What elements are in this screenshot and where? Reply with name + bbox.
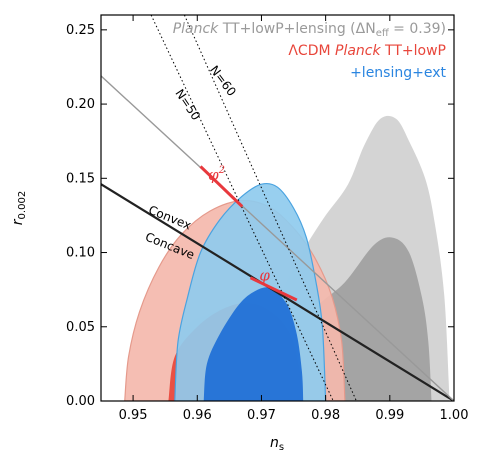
grey-line	[101, 75, 454, 401]
N50-line	[150, 15, 334, 401]
phi-segment	[249, 276, 298, 302]
y-axis-ticks: 0.00 0.05 0.10 0.15 0.20 0.25	[66, 23, 454, 409]
x-tick-label: 0.97	[247, 408, 276, 423]
legend: Planck TT+lowP+lensing (ΔNeff = 0.39) ΛCD…	[173, 21, 447, 81]
legend-entry: +lensing+ext	[350, 65, 446, 81]
y-tick-label: 0.00	[66, 394, 95, 409]
contour-blue_inner	[203, 287, 304, 401]
y-axis-label: r0.002	[10, 191, 28, 225]
line-layer	[101, 15, 454, 401]
y-tick-label: 0.15	[66, 171, 95, 186]
y-tick-label: 0.25	[66, 23, 95, 38]
contour-layer	[124, 115, 450, 401]
N60-line	[183, 15, 357, 401]
phi-squared-label: φ2	[208, 165, 225, 184]
x-tick-label: 0.96	[183, 408, 212, 423]
x-axis-ticks: 0.95 0.96 0.97 0.98 0.99 1.00	[119, 15, 469, 423]
x-axis-label: ns	[270, 435, 284, 453]
x-tick-label: 0.98	[311, 408, 340, 423]
phi-label: φ	[259, 267, 270, 285]
plot-frame	[100, 14, 455, 402]
y-tick-label: 0.20	[66, 97, 95, 112]
y-tick-label: 0.10	[66, 246, 95, 261]
phi2-segment	[199, 165, 244, 208]
legend-entry: Planck TT+lowP+lensing (ΔNeff = 0.39)	[173, 21, 446, 39]
x-tick-label: 1.00	[440, 408, 469, 423]
x-tick-label: 0.95	[119, 408, 148, 423]
y-tick-label: 0.05	[66, 320, 95, 335]
legend-entry: ΛCDM Planck TT+lowP	[288, 43, 446, 59]
convex-concave-boundary	[101, 183, 454, 401]
x-tick-label: 0.99	[375, 408, 404, 423]
